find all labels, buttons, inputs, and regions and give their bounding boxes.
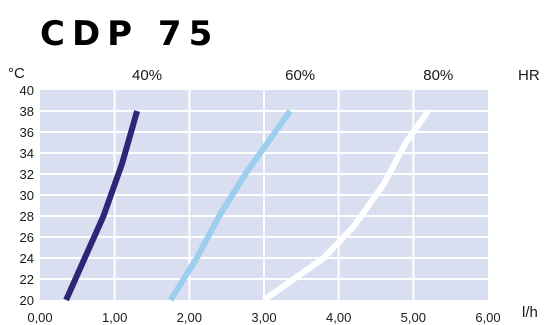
x-tick-label: 4,00 <box>326 310 351 325</box>
series-group <box>63 109 431 303</box>
series-label: 60% <box>285 67 315 84</box>
x-axis-unit: l/h <box>522 304 538 321</box>
y-tick-label: 34 <box>20 146 34 161</box>
y-tick-label: 20 <box>20 293 34 308</box>
series-line <box>168 109 293 302</box>
y-tick-label: 26 <box>20 230 34 245</box>
series-label: 40% <box>132 67 162 84</box>
x-tick-label: 5,00 <box>401 310 426 325</box>
y-tick-label: 40 <box>20 83 34 98</box>
series-line <box>262 109 431 303</box>
y-tick-label: 24 <box>20 251 34 266</box>
x-tick-label: 6,00 <box>475 310 500 325</box>
tick-labels: 20 22 24 26 28 30 32 34 36 38 40 0,00 1,00 2,00 3,00 4,… <box>20 67 501 325</box>
x-tick-label: 3,00 <box>251 310 276 325</box>
series-line <box>63 110 140 302</box>
x-tick-label: 1,00 <box>102 310 127 325</box>
series-legend-label: HR <box>518 67 540 84</box>
y-tick-label: 30 <box>20 188 34 203</box>
y-tick-label: 32 <box>20 167 34 182</box>
x-tick-label: 2,00 <box>177 310 202 325</box>
y-tick-label: 22 <box>20 272 34 287</box>
x-tick-label: 0,00 <box>27 310 52 325</box>
y-tick-label: 36 <box>20 125 34 140</box>
y-axis-unit: °C <box>8 65 25 82</box>
chart-title: CDP 75 <box>40 14 219 54</box>
y-tick-label: 38 <box>20 104 34 119</box>
y-tick-label: 28 <box>20 209 34 224</box>
series-label: 80% <box>423 67 453 84</box>
